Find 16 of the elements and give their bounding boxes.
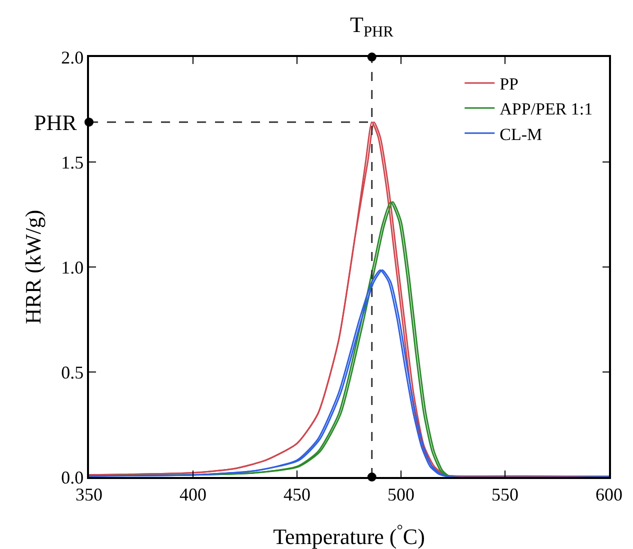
y-tick-label: 1.0 [61, 257, 84, 278]
x-tick-label: 550 [492, 484, 518, 504]
legend-label: APP/PER 1:1 [500, 100, 593, 119]
ref-line-label: PHR [34, 110, 78, 135]
x-tick-label: 500 [388, 484, 414, 504]
y-tick-label: 0.5 [61, 362, 84, 382]
ref-line-label: T$_{PHR}$ [350, 12, 394, 41]
y-axis-title: HRR (kW/g) [20, 210, 46, 324]
y-tick-label: 1.5 [61, 152, 84, 172]
x-tick-label: 450 [284, 484, 310, 504]
legend-label: PP [500, 74, 519, 94]
y-tick-label: 2.0 [61, 47, 84, 68]
x-axis-title: Temperature ($^{°}$C) [273, 522, 425, 549]
x-tick-label: 600 [596, 484, 622, 504]
x-tick-label: 400 [180, 484, 206, 504]
legend-label: CL-M [500, 124, 542, 144]
